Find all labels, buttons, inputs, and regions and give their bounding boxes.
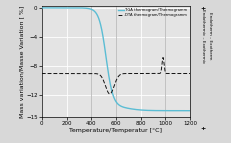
X-axis label: Temperature/Temperatur [°C]: Temperature/Temperatur [°C] [69, 128, 162, 133]
Text: +: + [200, 6, 205, 11]
Text: Endotherm – Exotherm: Endotherm – Exotherm [207, 12, 211, 59]
Y-axis label: Mass variation/Masse Variation [ %]: Mass variation/Masse Variation [ %] [19, 5, 24, 118]
Legend: TGA thermogram/Thermogramm, DTA thermogram/Thermogramm: TGA thermogram/Thermogramm, DTA thermogr… [116, 8, 188, 18]
Text: +: + [200, 126, 205, 131]
Text: Endothermic – Exothermic: Endothermic – Exothermic [200, 9, 204, 63]
